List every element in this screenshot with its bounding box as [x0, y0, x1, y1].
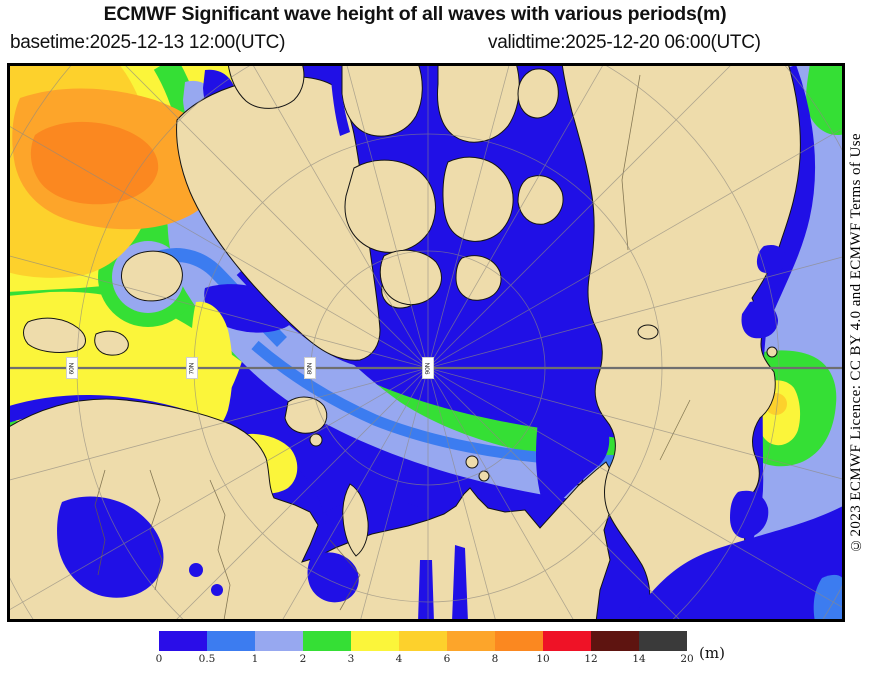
labrador-quebec-land	[227, 63, 305, 109]
sea-of-okhotsk-dark	[630, 505, 845, 622]
latitude-label-text: 60N	[68, 362, 76, 374]
st-lawrence-island	[766, 346, 778, 358]
colorbar-segment-3-4	[351, 631, 399, 651]
colorbar-tick-6: 6	[443, 653, 451, 665]
white-sea-dark	[307, 552, 359, 603]
latitude-label-60N: 60N	[66, 357, 78, 379]
colorbar-segment-0-0.5	[159, 631, 207, 651]
colorbar-segment-10-12	[543, 631, 591, 651]
latitude-label-70N: 70N	[186, 357, 198, 379]
map-border	[7, 63, 845, 622]
colorbar-segment-1-2	[255, 631, 303, 651]
validtime-label: validtime:2025-12-20 06:00(UTC)	[488, 32, 761, 53]
country-borders	[94, 74, 691, 621]
lake-ladoga	[189, 563, 203, 577]
bering-strait-dark-cut	[741, 300, 778, 339]
wrangel-island	[637, 324, 659, 340]
nares-strait-channel	[330, 63, 350, 136]
arctic-island-3	[517, 68, 559, 119]
colorbar-tick-3: 3	[347, 653, 355, 665]
colorbar-segment-2-3	[303, 631, 351, 651]
severnaya-zemlya-island-1	[465, 455, 479, 469]
baltic-sea-dark	[57, 496, 164, 598]
colorbar-ticks: 0 0.5 1 2 3 4 6 8 10 12 14 20	[155, 653, 719, 667]
ellesmere-island	[379, 249, 442, 305]
arctic-island-6	[517, 175, 564, 225]
copyright-text: ©2023 ECMWF Licence: CC BY 4.0 and ECMWF…	[847, 132, 864, 553]
basetime-label: basetime:2025-12-13 12:00(UTC)	[10, 32, 286, 53]
copyright-sidebar: ©2023 ECMWF Licence: CC BY 4.0 and ECMWF…	[843, 63, 869, 622]
okhotsk-corner-medium-blue-patch	[813, 574, 845, 622]
latitude-label-text: 90N	[424, 362, 432, 374]
colorbar-tick-8: 8	[491, 653, 499, 665]
british-isles-east	[94, 330, 129, 356]
colorbar-tick-20: 20	[680, 653, 694, 665]
colorbar-segment-6-8	[447, 631, 495, 651]
arctic-island-5	[442, 156, 514, 242]
latitude-label-text: 80N	[306, 362, 314, 374]
polar-wave-height-map: 60N 70N 80N 90N	[7, 63, 845, 622]
gulf-of-alaska-green-corner	[806, 63, 845, 136]
arctic-island-7	[455, 255, 502, 301]
british-isles-west	[23, 317, 86, 353]
colorbar-segment-4-6	[399, 631, 447, 651]
colorbar-segment-0.5-1	[207, 631, 255, 651]
gulf-of-anadyr-dark	[730, 490, 769, 539]
arctic-island-4	[344, 159, 436, 253]
colorbar-tick-12: 12	[584, 653, 598, 665]
ob-gulf-dark	[418, 560, 434, 622]
yenisei-gulf-dark	[452, 545, 468, 622]
arctic-island-1	[341, 63, 423, 137]
colorbar-segment-8-10	[495, 631, 543, 651]
colorbar-tick-0: 0	[155, 653, 163, 665]
colorbar-tick-1: 1	[251, 653, 259, 665]
novaya-zemlya-island	[342, 483, 369, 557]
colorbar-tick-4: 4	[395, 653, 403, 665]
atlantic-wave-8-10m-core	[30, 121, 159, 205]
norwegian-sea-yellow-streak	[189, 301, 233, 432]
colorbar-tick-2: 2	[299, 653, 307, 665]
colorbar-tick-14: 14	[632, 653, 646, 665]
colorbar-segment-14-20	[639, 631, 687, 651]
colorbar-unit-label: (m)	[699, 644, 725, 662]
svalbard-small-island	[309, 433, 323, 447]
latitude-label-text: 70N	[188, 362, 196, 374]
colorbar-tick-10: 10	[536, 653, 550, 665]
colorbar-tick-0.5: 0.5	[198, 653, 216, 665]
page-title: ECMWF Significant wave height of all wav…	[103, 3, 727, 25]
colorbar-segment-12-14	[591, 631, 639, 651]
east-siberian-sea-dark-pocket	[536, 402, 610, 516]
iceland-landmass	[121, 250, 183, 302]
latitude-label-90N: 90N	[422, 357, 434, 379]
lake-onega	[211, 584, 223, 596]
colorbar-segments	[159, 631, 687, 651]
latitude-label-80N: 80N	[304, 357, 316, 379]
map-canvas	[7, 63, 845, 622]
